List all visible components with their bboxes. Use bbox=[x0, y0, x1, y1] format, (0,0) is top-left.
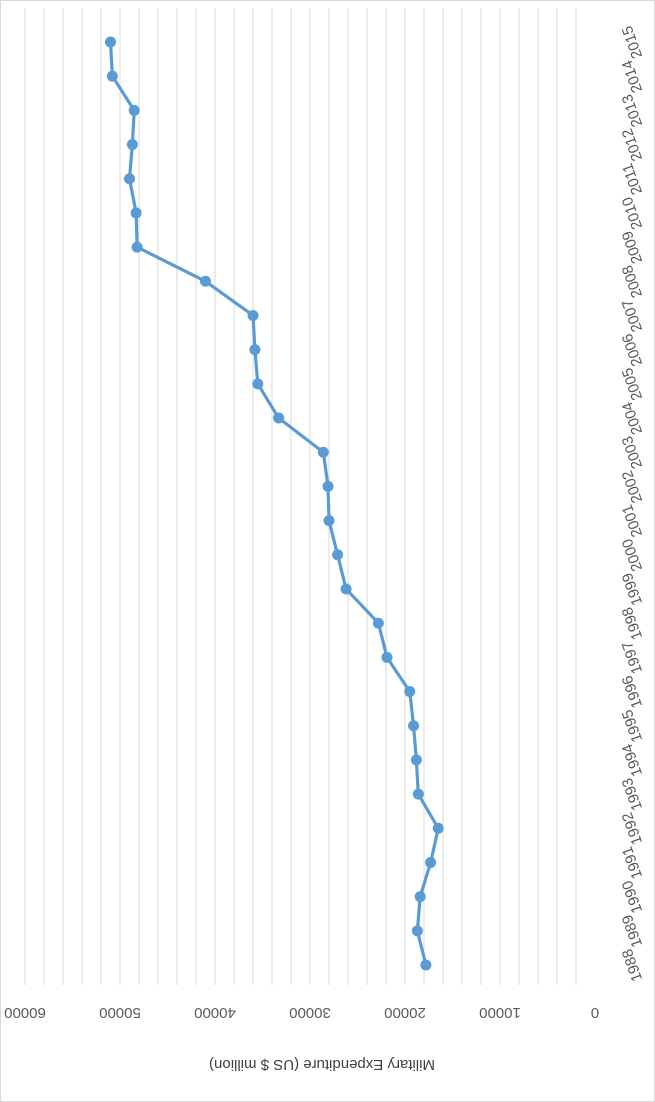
data-point bbox=[317, 446, 329, 458]
data-point bbox=[340, 583, 352, 595]
series-line bbox=[108, 40, 440, 967]
value-tick-label: 30000 bbox=[289, 1004, 331, 1021]
data-point bbox=[131, 241, 143, 253]
data-point bbox=[128, 104, 140, 116]
value-axis-title: Military Expenditure (US $ million) bbox=[209, 1056, 435, 1073]
data-point bbox=[372, 617, 384, 629]
data-point bbox=[332, 549, 344, 561]
data-point bbox=[381, 651, 393, 663]
value-axis-tick-labels: 0 10000 20000 30000 40000 50000 60000 bbox=[4, 1004, 599, 1021]
data-point bbox=[273, 412, 285, 424]
data-point bbox=[124, 173, 135, 185]
data-point bbox=[420, 959, 432, 971]
data-point bbox=[105, 36, 116, 48]
data-point bbox=[411, 925, 423, 937]
value-tick-label: 50000 bbox=[99, 1004, 141, 1021]
data-point bbox=[322, 480, 334, 492]
value-tick-label: 60000 bbox=[4, 1004, 46, 1021]
data-point bbox=[410, 754, 422, 766]
value-tick-label: 0 bbox=[591, 1004, 599, 1021]
value-tick-label: 10000 bbox=[479, 1004, 521, 1021]
data-point bbox=[425, 856, 437, 868]
data-point bbox=[106, 70, 118, 82]
data-point bbox=[130, 207, 142, 219]
data-point bbox=[432, 822, 444, 834]
data-point bbox=[247, 309, 259, 321]
series-layer bbox=[105, 36, 444, 971]
data-point bbox=[414, 891, 426, 903]
data-point bbox=[200, 275, 211, 287]
data-point bbox=[252, 378, 264, 390]
data-point bbox=[249, 344, 261, 356]
data-point bbox=[323, 515, 335, 527]
value-tick-label: 20000 bbox=[384, 1004, 426, 1021]
data-point bbox=[412, 788, 424, 800]
value-tick-label: 40000 bbox=[194, 1004, 236, 1021]
data-point bbox=[404, 686, 416, 698]
data-point bbox=[126, 139, 138, 151]
data-point bbox=[408, 720, 420, 732]
